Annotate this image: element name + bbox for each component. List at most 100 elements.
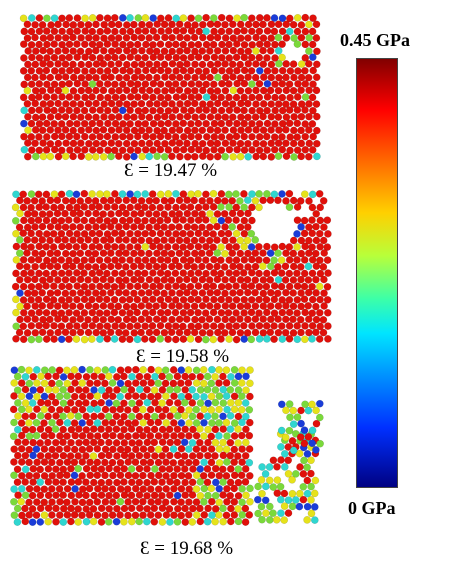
particle xyxy=(149,107,156,114)
particle xyxy=(189,505,196,512)
particle xyxy=(281,463,288,470)
particle xyxy=(44,400,51,407)
particle xyxy=(35,191,42,198)
particle xyxy=(214,60,221,67)
particle xyxy=(126,270,133,277)
particle xyxy=(81,107,88,114)
particle xyxy=(55,74,62,81)
particle xyxy=(210,296,217,303)
particle xyxy=(237,127,244,134)
particle xyxy=(31,197,38,204)
particle xyxy=(77,140,84,147)
particle xyxy=(181,453,188,460)
particle xyxy=(252,60,259,67)
particle xyxy=(85,126,92,133)
particle xyxy=(32,126,39,133)
particle xyxy=(73,257,80,264)
particle xyxy=(103,191,110,198)
particle xyxy=(81,322,88,329)
particle xyxy=(195,230,202,237)
particle xyxy=(130,21,137,28)
particle xyxy=(313,34,320,41)
particle xyxy=(117,485,124,492)
particle xyxy=(199,113,206,120)
particle xyxy=(286,401,293,408)
particle xyxy=(26,511,33,518)
particle xyxy=(123,210,130,217)
particle xyxy=(82,479,89,486)
particle xyxy=(49,472,56,479)
particle xyxy=(223,485,230,492)
particle xyxy=(307,470,314,477)
particle xyxy=(105,492,112,499)
particle xyxy=(161,329,168,336)
particle xyxy=(191,303,198,310)
particle xyxy=(12,335,19,342)
particle xyxy=(316,335,323,342)
particle xyxy=(242,439,249,446)
particle xyxy=(20,243,27,250)
particle xyxy=(286,28,293,35)
particle xyxy=(256,296,263,303)
particle xyxy=(173,54,180,61)
particle xyxy=(263,296,270,303)
particle xyxy=(206,47,213,54)
particle xyxy=(169,60,176,67)
particle xyxy=(183,250,190,257)
particle xyxy=(123,87,130,94)
particle xyxy=(210,256,217,263)
particle xyxy=(143,465,150,472)
particle xyxy=(149,217,156,224)
particle xyxy=(101,101,108,108)
particle xyxy=(176,48,183,55)
particle xyxy=(138,223,145,230)
particle xyxy=(309,440,316,447)
particle xyxy=(89,133,96,140)
particle xyxy=(67,465,74,472)
particle xyxy=(89,67,96,74)
particle xyxy=(146,276,153,283)
particle xyxy=(138,21,145,28)
particle xyxy=(18,432,25,439)
particle xyxy=(84,289,91,296)
particle xyxy=(117,380,124,387)
particle xyxy=(258,516,265,523)
particle xyxy=(195,133,202,140)
particle xyxy=(102,485,109,492)
particle xyxy=(98,426,105,433)
particle xyxy=(10,472,17,479)
particle xyxy=(24,127,31,134)
particle xyxy=(210,217,217,224)
particle xyxy=(302,133,309,140)
particle xyxy=(259,21,266,28)
particle xyxy=(54,127,61,134)
particle xyxy=(294,243,301,250)
particle xyxy=(47,290,54,297)
particle xyxy=(146,48,153,55)
particle xyxy=(94,393,101,400)
particle xyxy=(220,491,227,498)
particle xyxy=(180,41,187,48)
particle xyxy=(214,140,221,147)
particle xyxy=(172,230,179,237)
particle xyxy=(253,126,260,133)
particle xyxy=(22,373,29,380)
particle xyxy=(81,94,88,101)
particle xyxy=(23,263,30,270)
particle xyxy=(58,93,65,100)
particle xyxy=(123,34,130,41)
particle xyxy=(149,204,156,211)
particle xyxy=(70,74,77,81)
particle xyxy=(298,250,305,257)
particle xyxy=(119,322,126,329)
particle xyxy=(149,296,156,303)
particle xyxy=(102,392,109,399)
particle xyxy=(275,47,282,54)
particle xyxy=(65,270,72,277)
particle xyxy=(184,34,191,41)
particle xyxy=(157,243,164,250)
particle xyxy=(187,309,194,316)
particle xyxy=(146,21,153,28)
particle xyxy=(81,203,88,210)
particle xyxy=(132,498,139,505)
